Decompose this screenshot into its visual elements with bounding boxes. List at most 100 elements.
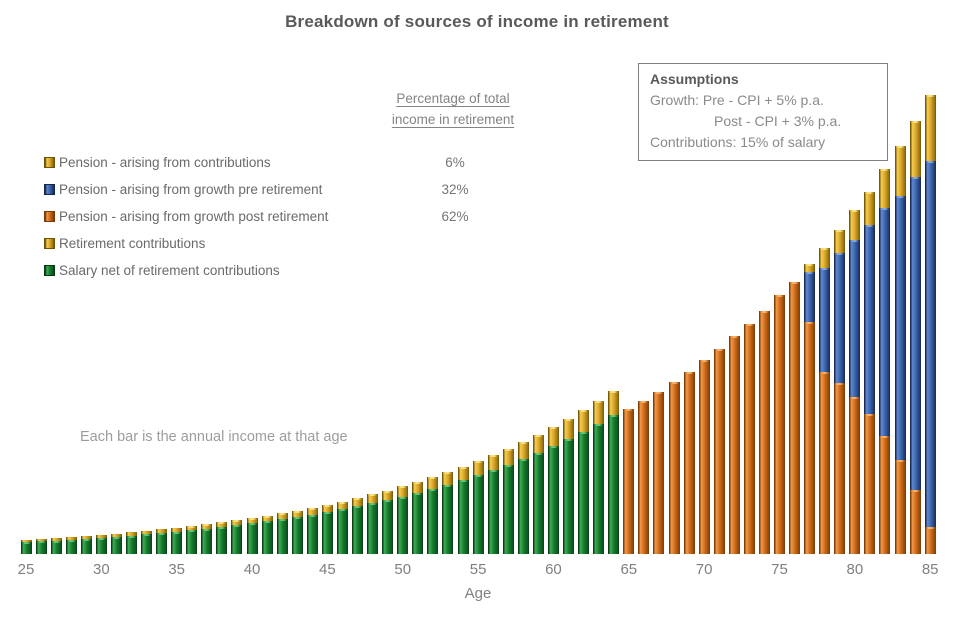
gold-series-swatch-icon bbox=[44, 238, 55, 249]
segment-top-bevel bbox=[142, 534, 152, 537]
bar-segment-pension_growth_pre bbox=[819, 268, 831, 372]
income-bar-age-27 bbox=[50, 538, 62, 554]
segment-top-bevel bbox=[368, 503, 378, 506]
segment-top-bevel bbox=[488, 455, 498, 458]
bar-segment-pension_growth_post bbox=[924, 527, 936, 554]
bar-segment-retirement_contributions bbox=[186, 526, 198, 531]
segment-top-bevel bbox=[925, 95, 935, 97]
bar-segment-retirement_contributions bbox=[156, 529, 168, 533]
income-bar-age-66 bbox=[638, 401, 650, 554]
bar-segment-pension_growth_pre bbox=[804, 272, 816, 322]
segment-top-bevel bbox=[337, 509, 347, 512]
bar-segment-retirement_contributions bbox=[487, 455, 499, 471]
income-bar-age-48 bbox=[367, 494, 379, 554]
segment-top-bevel bbox=[157, 533, 167, 535]
segment-top-bevel bbox=[654, 392, 664, 394]
income-bar-age-84 bbox=[909, 121, 921, 554]
bar-segment-retirement_contributions bbox=[442, 472, 454, 485]
bar-segment-salary_net bbox=[186, 530, 198, 554]
income-bar-age-34 bbox=[156, 529, 168, 554]
segment-top-bevel bbox=[775, 295, 784, 297]
x-tick-85: 85 bbox=[921, 561, 939, 578]
segment-top-bevel bbox=[247, 523, 257, 526]
segment-top-bevel bbox=[910, 177, 920, 179]
segment-top-bevel bbox=[579, 410, 589, 413]
income-bar-age-31 bbox=[110, 533, 122, 554]
bar-segment-pension_contributions bbox=[849, 210, 861, 240]
bar-segment-pension_growth_post bbox=[894, 460, 906, 554]
bar-segment-salary_net bbox=[382, 500, 394, 554]
bar-segment-pension_growth_pre bbox=[864, 225, 876, 414]
segment-top-bevel bbox=[172, 531, 182, 534]
segment-top-bevel bbox=[217, 527, 227, 530]
bar-segment-pension_growth_pre bbox=[834, 253, 846, 383]
bar-segment-retirement_contributions bbox=[517, 442, 529, 459]
segment-top-bevel bbox=[307, 507, 317, 510]
income-bar-age-59 bbox=[532, 434, 544, 554]
x-tick-35: 35 bbox=[168, 561, 186, 578]
income-bar-age-26 bbox=[35, 539, 47, 554]
segment-top-bevel bbox=[699, 360, 709, 362]
legend-item-label: Salary net of retirement contributions bbox=[59, 263, 280, 278]
segment-top-bevel bbox=[850, 240, 860, 242]
legend-item-label: Pension - arising from growth post retir… bbox=[59, 209, 329, 224]
bar-segment-pension_growth_post bbox=[909, 490, 921, 554]
segment-top-bevel bbox=[353, 498, 363, 501]
segment-top-bevel bbox=[714, 349, 724, 351]
bar-segment-pension_growth_post bbox=[758, 311, 770, 554]
income-bar-age-29 bbox=[80, 536, 92, 554]
segment-top-bevel bbox=[850, 397, 860, 399]
income-bar-age-68 bbox=[668, 382, 680, 554]
bar-segment-pension_growth_post bbox=[728, 336, 740, 554]
bar-segment-retirement_contributions bbox=[65, 537, 77, 540]
bar-segment-salary_net bbox=[276, 519, 288, 554]
blue-series-swatch-icon bbox=[44, 184, 55, 195]
bar-segment-pension_growth_post bbox=[819, 372, 831, 554]
segment-top-bevel bbox=[594, 400, 604, 403]
bar-segment-salary_net bbox=[442, 484, 454, 554]
orange-series-swatch-icon bbox=[44, 211, 55, 222]
legend-item: Pension - arising from growth pre retire… bbox=[44, 176, 494, 203]
income-bar-age-71 bbox=[713, 349, 725, 554]
income-bar-age-58 bbox=[517, 442, 529, 554]
bar-segment-salary_net bbox=[156, 533, 168, 554]
bar-segment-retirement_contributions bbox=[201, 524, 213, 529]
income-bar-age-37 bbox=[201, 524, 213, 554]
income-bar-age-74 bbox=[758, 311, 770, 554]
income-bar-age-40 bbox=[246, 518, 258, 554]
income-bar-age-80 bbox=[849, 210, 861, 554]
bar-segment-retirement_contributions bbox=[231, 520, 243, 526]
bar-segment-salary_net bbox=[65, 539, 77, 554]
legend-item: Salary net of retirement contributions bbox=[44, 257, 494, 284]
income-bar-age-61 bbox=[563, 418, 575, 554]
bar-segment-retirement_contributions bbox=[563, 418, 575, 440]
segment-top-bevel bbox=[835, 253, 845, 255]
bar-segment-salary_net bbox=[397, 496, 409, 554]
segment-top-bevel bbox=[548, 446, 558, 448]
segment-top-bevel bbox=[488, 470, 498, 473]
segment-top-bevel bbox=[383, 500, 393, 502]
bar-segment-pension_contributions bbox=[819, 248, 831, 268]
segment-top-bevel bbox=[820, 372, 830, 374]
bar-segment-pension_growth_post bbox=[668, 382, 680, 554]
segment-top-bevel bbox=[398, 496, 408, 499]
segment-top-bevel bbox=[262, 515, 272, 518]
segment-top-bevel bbox=[518, 442, 528, 445]
income-bar-age-55 bbox=[472, 461, 484, 554]
bar-segment-retirement_contributions bbox=[412, 482, 424, 493]
bar-segment-salary_net bbox=[95, 537, 107, 554]
segment-top-bevel bbox=[111, 536, 121, 539]
bar-segment-salary_net bbox=[593, 423, 605, 554]
segment-top-bevel bbox=[865, 225, 875, 227]
bar-segment-retirement_contributions bbox=[352, 498, 364, 507]
bar-segment-salary_net bbox=[472, 475, 484, 554]
bar-segment-retirement_contributions bbox=[427, 477, 439, 489]
segment-top-bevel bbox=[202, 528, 212, 531]
income-bar-age-46 bbox=[336, 501, 348, 554]
income-bar-age-62 bbox=[578, 410, 590, 554]
segment-top-bevel bbox=[759, 311, 769, 313]
income-bar-age-47 bbox=[352, 498, 364, 554]
assumptions-growth-post: Post - CPI + 3% p.a. bbox=[714, 113, 842, 129]
bar-segment-pension_growth_pre bbox=[849, 240, 861, 397]
bar-segment-retirement_contributions bbox=[35, 539, 47, 542]
